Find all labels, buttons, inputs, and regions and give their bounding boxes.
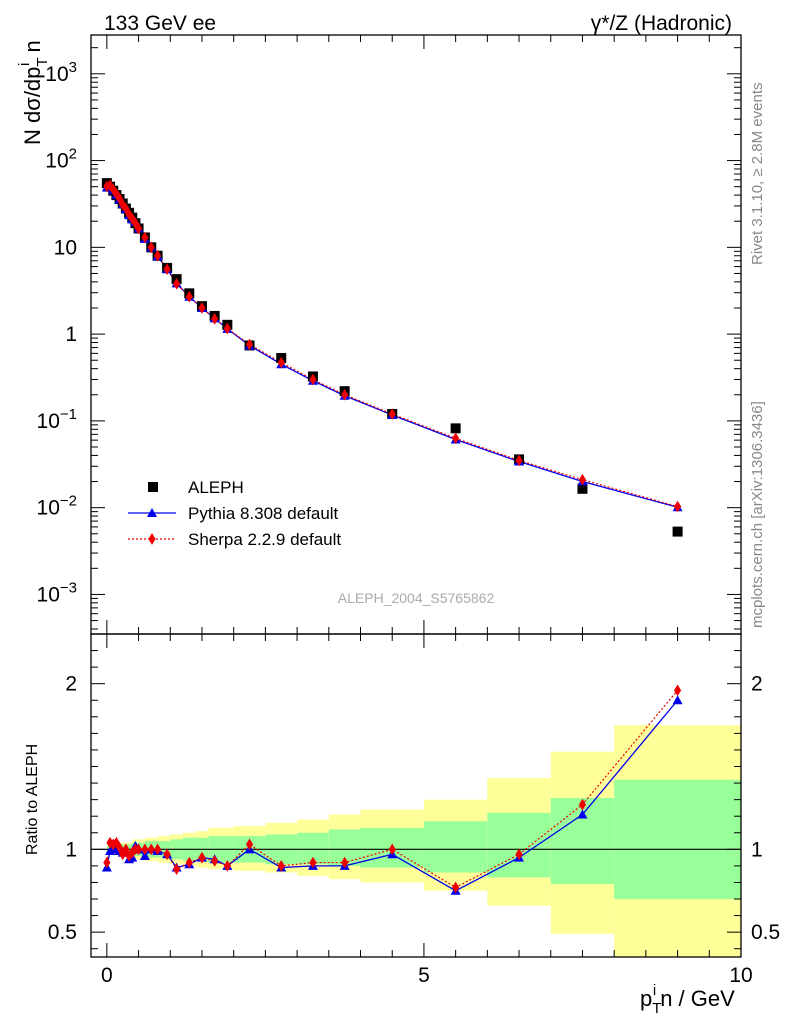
legend: ALEPH Pythia 8.308 default Sherpa 2.2.9 de… — [128, 478, 341, 549]
sherpa-ratio-point — [309, 856, 317, 869]
series-markers — [101, 178, 683, 895]
sherpa-ratio-point — [452, 881, 460, 894]
legend-sherpa-marker — [148, 533, 156, 545]
ratio-ytick-label-left: 0.5 — [48, 921, 77, 944]
sherpa-ratio-point — [185, 856, 193, 869]
sherpa-ratio-point — [115, 841, 124, 854]
sherpa-ratio-point — [578, 798, 587, 811]
legend-label: Sherpa 2.2.9 default — [188, 530, 341, 549]
aleph-point — [672, 526, 683, 537]
sherpa-point — [578, 473, 587, 486]
sherpa-point — [223, 322, 231, 335]
ratio-ytick-label-right: 1 — [751, 838, 763, 861]
sherpa-point — [163, 263, 171, 276]
rivet-label: Rivet 3.1.10, ≥ 2.8M events — [749, 83, 766, 266]
header-energy: 133 GeV ee — [104, 12, 216, 35]
sherpa-ratio-point — [122, 843, 130, 856]
sherpa-point — [198, 302, 206, 314]
sherpa-ratio-point — [153, 843, 162, 856]
sherpa-ratio-point — [673, 684, 682, 697]
sherpa-ratio-point — [134, 843, 143, 856]
sherpa-point — [185, 290, 193, 303]
legend-label: Pythia 8.308 default — [188, 504, 339, 523]
band-inner — [614, 779, 741, 900]
main-ytick-label: 10−3 — [37, 579, 77, 606]
sherpa-point — [245, 338, 254, 351]
aleph-point — [577, 483, 588, 494]
uncertainty-bands — [106, 725, 741, 957]
xtick-label: 5 — [418, 964, 430, 987]
ratio-ytick-label-left: 1 — [65, 838, 77, 861]
sherpa-line — [106, 184, 678, 508]
sherpa-ratio-point — [245, 838, 254, 851]
sherpa-point — [211, 312, 219, 325]
sherpa-point — [388, 408, 396, 420]
aleph-point — [450, 423, 461, 434]
sherpa-point — [173, 277, 181, 290]
sherpa-point — [141, 231, 149, 244]
legend-label: ALEPH — [188, 478, 244, 497]
xtick-label: 10 — [729, 964, 752, 987]
xlabel: pTi n / GeV — [640, 982, 735, 1017]
main-ytick-label: 103 — [45, 59, 77, 86]
main-ytick-label: 1 — [65, 323, 77, 346]
ratio-ytick-label-left: 2 — [65, 673, 77, 696]
analysis-watermark: ALEPH_2004_S5765862 — [338, 590, 495, 606]
axes: 0 5 10 10−3 10−2 10−1 1 10 102 103 0.5 0.5 1 1 2 2 — [37, 34, 780, 987]
legend-aleph-marker — [148, 482, 158, 492]
sherpa-ratio-point — [223, 860, 231, 872]
ratio-frame — [90, 633, 742, 958]
pythia-line — [106, 186, 678, 508]
sherpa-ratio-point — [125, 850, 133, 862]
ratio-ytick-label-right: 2 — [751, 673, 763, 696]
sherpa-point — [153, 249, 162, 262]
sherpa-ratio-point — [198, 851, 206, 864]
sherpa-point — [277, 356, 285, 369]
sherpa-point — [134, 222, 143, 235]
header-process: γ*/Z (Hadronic) — [591, 12, 732, 35]
ratio-ylabel: Ratio to ALEPH — [24, 744, 41, 855]
pythia-ratio-point — [672, 695, 683, 705]
sherpa-ratio-point — [515, 848, 523, 861]
pythia-ratio-point — [139, 850, 150, 860]
xtick-label: 0 — [101, 964, 113, 987]
sherpa-point — [452, 432, 460, 445]
svg-text:N dσ/dpTi n: N dσ/dpTi n — [16, 40, 51, 145]
sherpa-ratio-point — [147, 843, 155, 856]
sherpa-ratio-point — [277, 860, 285, 872]
band-inner — [487, 812, 551, 878]
main-ytick-label: 102 — [45, 146, 77, 173]
sherpa-point — [341, 388, 349, 401]
sherpa-ratio-point — [103, 856, 111, 869]
ratio-ytick-label-right: 0.5 — [751, 921, 780, 944]
sherpa-ratio-point — [341, 856, 349, 869]
sherpa-point — [147, 241, 155, 254]
legend-pythia-marker — [147, 508, 157, 517]
main-ytick-label: 10−2 — [37, 493, 77, 520]
main-ylabel: N dσ/dpTi n — [16, 40, 51, 145]
sherpa-ratio-point — [128, 846, 136, 859]
sherpa-ratio-point — [173, 863, 181, 876]
sherpa-point — [515, 454, 523, 467]
main-ytick-label: 10−1 — [37, 406, 77, 433]
mcplots-label: mcplots.cern.ch [arXiv:1306.3436] — [749, 401, 766, 628]
sherpa-ratio-point — [211, 855, 219, 867]
sherpa-point — [673, 500, 682, 513]
sherpa-ratio-point — [388, 843, 396, 856]
sherpa-ratio-point — [163, 848, 171, 861]
main-ytick-label: 10 — [54, 236, 77, 259]
sherpa-ratio-point — [141, 843, 149, 856]
band-inner — [423, 821, 488, 873]
sherpa-ratio-line — [106, 689, 679, 889]
pythia-ratio-point — [577, 809, 588, 819]
sherpa-point — [309, 373, 317, 386]
